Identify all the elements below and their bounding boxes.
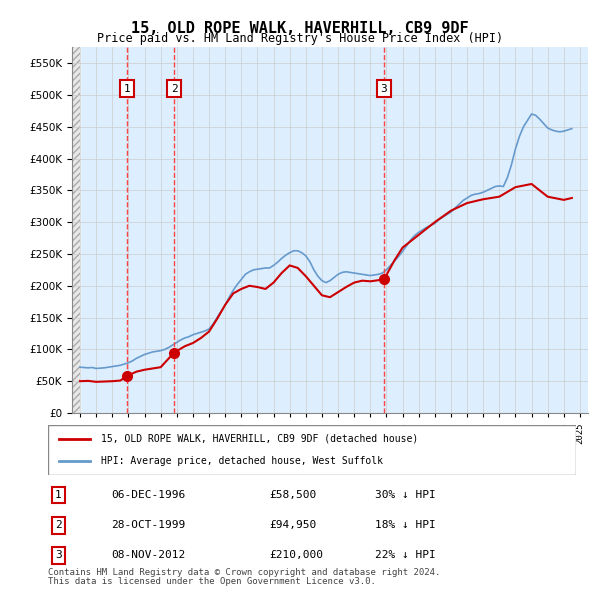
Text: Contains HM Land Registry data © Crown copyright and database right 2024.: Contains HM Land Registry data © Crown c… [48, 568, 440, 577]
Text: £94,950: £94,950 [270, 520, 317, 530]
Text: 22% ↓ HPI: 22% ↓ HPI [376, 550, 436, 560]
Text: 2: 2 [170, 84, 178, 94]
Text: This data is licensed under the Open Government Licence v3.0.: This data is licensed under the Open Gov… [48, 577, 376, 586]
Text: 15, OLD ROPE WALK, HAVERHILL, CB9 9DF: 15, OLD ROPE WALK, HAVERHILL, CB9 9DF [131, 21, 469, 35]
Bar [72, 47, 80, 413]
Text: 06-DEC-1996: 06-DEC-1996 [112, 490, 185, 500]
Text: 3: 3 [55, 550, 62, 560]
Text: 3: 3 [380, 84, 388, 94]
FancyBboxPatch shape [48, 425, 576, 475]
Bar [72, 47, 80, 413]
Text: £210,000: £210,000 [270, 550, 324, 560]
Text: Price paid vs. HM Land Registry's House Price Index (HPI): Price paid vs. HM Land Registry's House … [97, 32, 503, 45]
Text: £58,500: £58,500 [270, 490, 317, 500]
Text: HPI: Average price, detached house, West Suffolk: HPI: Average price, detached house, West… [101, 456, 383, 466]
Text: 30% ↓ HPI: 30% ↓ HPI [376, 490, 436, 500]
Text: 18% ↓ HPI: 18% ↓ HPI [376, 520, 436, 530]
Text: 1: 1 [55, 490, 62, 500]
Text: 2: 2 [55, 520, 62, 530]
Text: 28-OCT-1999: 28-OCT-1999 [112, 520, 185, 530]
Text: 08-NOV-2012: 08-NOV-2012 [112, 550, 185, 560]
Text: 1: 1 [124, 84, 131, 94]
Text: 15, OLD ROPE WALK, HAVERHILL, CB9 9DF (detached house): 15, OLD ROPE WALK, HAVERHILL, CB9 9DF (d… [101, 434, 418, 444]
